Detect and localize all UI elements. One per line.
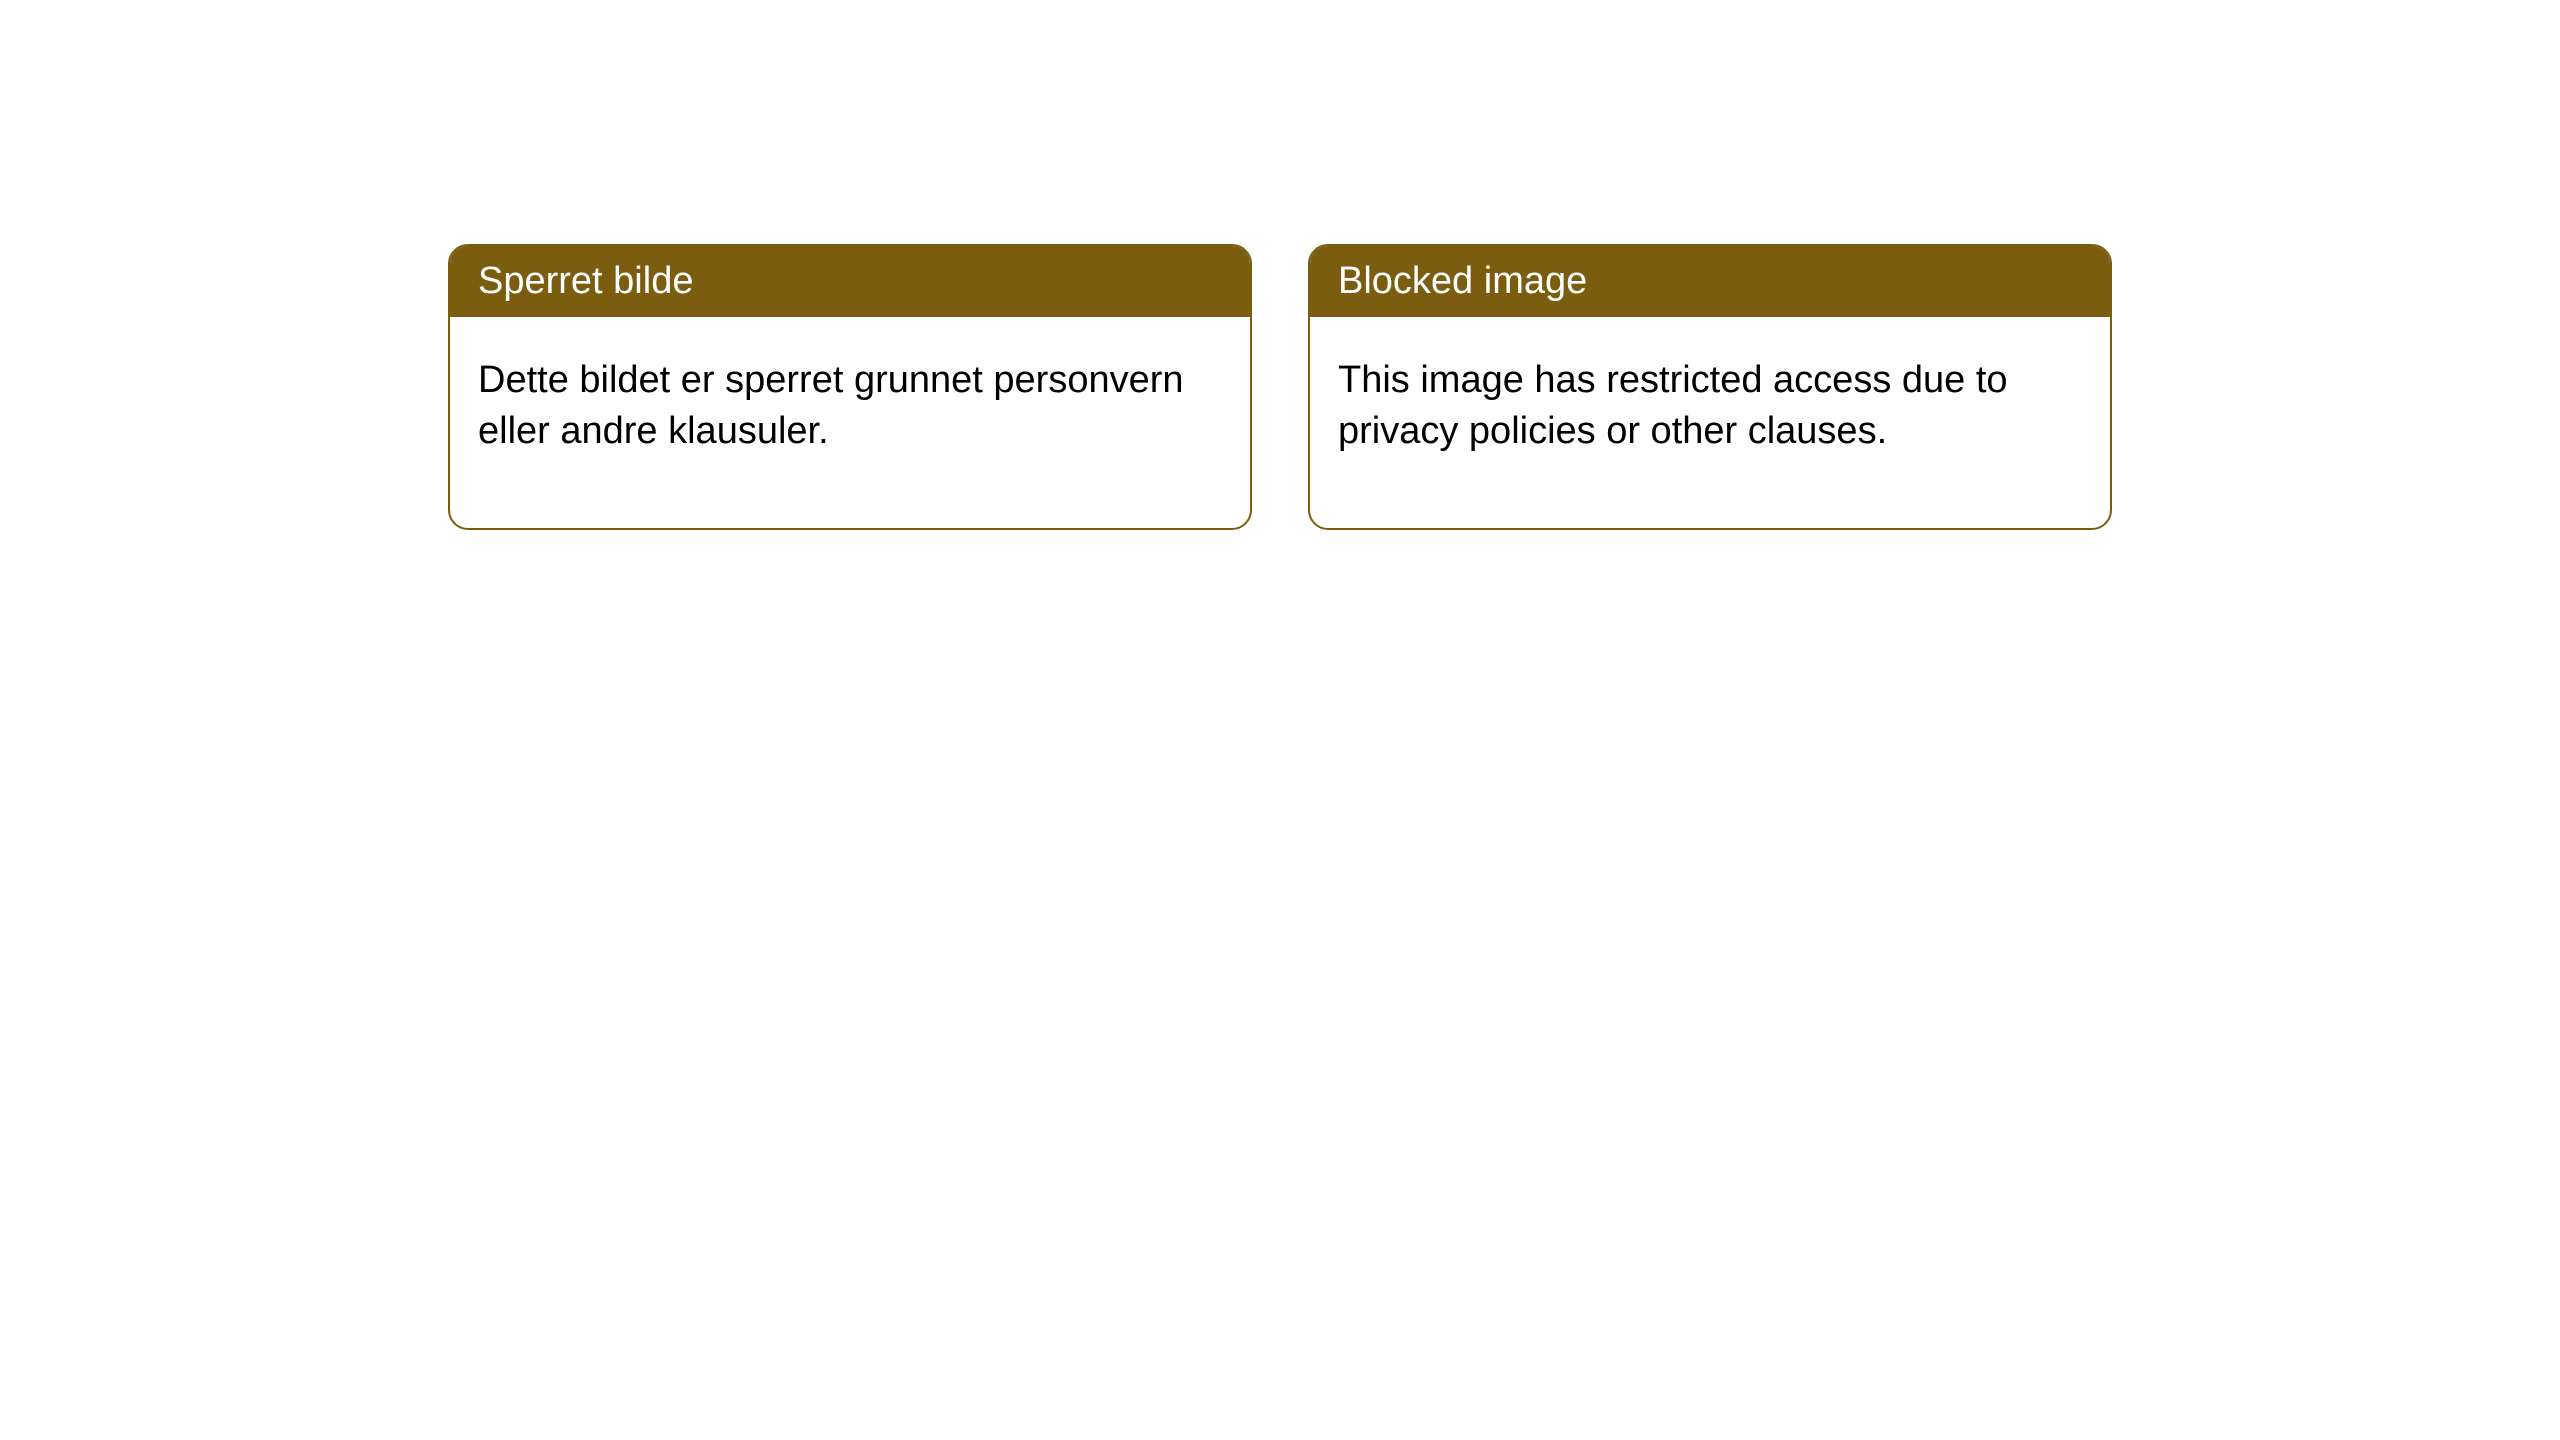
card-body: This image has restricted access due to … xyxy=(1310,317,2110,528)
card-title: Blocked image xyxy=(1338,260,1587,302)
card-body-text: This image has restricted access due to … xyxy=(1338,359,2008,452)
card-title: Sperret bilde xyxy=(478,260,693,302)
card-body: Dette bildet er sperret grunnet personve… xyxy=(450,317,1250,528)
card-body-text: Dette bildet er sperret grunnet personve… xyxy=(478,359,1184,452)
blocked-image-card-norwegian: Sperret bilde Dette bildet er sperret gr… xyxy=(448,244,1252,530)
card-header: Blocked image xyxy=(1310,246,2110,317)
card-header: Sperret bilde xyxy=(450,246,1250,317)
notice-container: Sperret bilde Dette bildet er sperret gr… xyxy=(0,0,2560,530)
blocked-image-card-english: Blocked image This image has restricted … xyxy=(1308,244,2112,530)
